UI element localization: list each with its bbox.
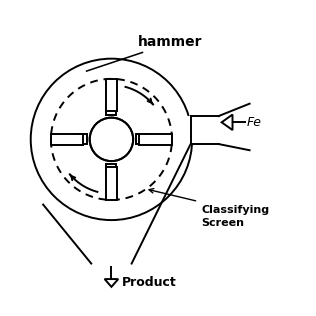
Bar: [187, 116, 222, 144]
Polygon shape: [106, 105, 116, 115]
Circle shape: [90, 118, 133, 161]
Text: Classifying
Screen: Classifying Screen: [202, 204, 270, 228]
Polygon shape: [106, 79, 117, 112]
Polygon shape: [139, 134, 172, 145]
Polygon shape: [77, 134, 87, 144]
Polygon shape: [136, 134, 146, 144]
Polygon shape: [51, 134, 83, 145]
Polygon shape: [106, 167, 117, 200]
Text: Product: Product: [122, 276, 177, 289]
Polygon shape: [106, 164, 116, 174]
Text: hammer: hammer: [138, 35, 203, 49]
Text: Fe: Fe: [246, 116, 261, 129]
